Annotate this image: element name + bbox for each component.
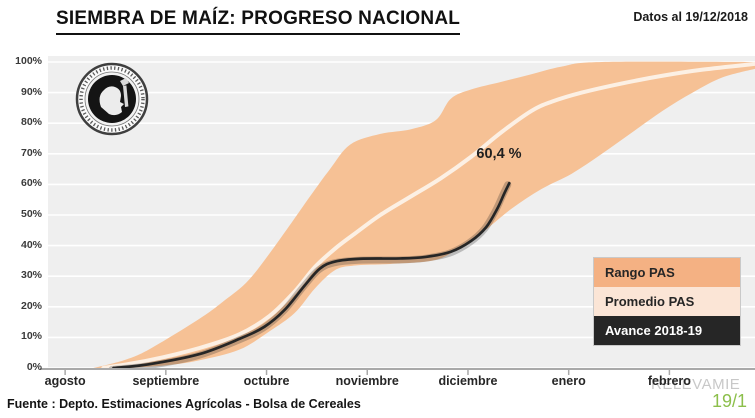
y-tick-label: 10% — [20, 330, 42, 343]
legend-item-promedio-pas: Promedio PAS — [594, 287, 740, 316]
y-tick-label: 70% — [20, 146, 42, 159]
chart-legend: Rango PAS Promedio PAS Avance 2018-19 — [593, 257, 741, 346]
watermark-date: 19/1 — [712, 391, 748, 411]
bolsa-de-cereales-seal-icon — [75, 62, 149, 136]
watermark-text: RELEVAMIE — [651, 376, 741, 393]
x-tick-label-noviembre: noviembre — [335, 374, 399, 388]
legend-item-rango-pas: Rango PAS — [594, 258, 740, 287]
avance-value-callout: 60,4 % — [476, 146, 522, 162]
x-tick-label-agosto: agosto — [44, 374, 86, 388]
source-note: Fuente : Depto. Estimaciones Agrícolas -… — [7, 397, 361, 411]
y-axis-labels: 0% 10% 20% 30% 40% 50% 60% 70% 80% 90% 100% — [0, 0, 44, 418]
y-tick-label: 20% — [20, 299, 42, 312]
y-tick-label: 90% — [20, 85, 42, 98]
legend-item-avance-2018-19: Avance 2018-19 — [594, 316, 740, 345]
x-tick-label-septiembre: septiembre — [132, 374, 200, 388]
y-tick-label: 30% — [20, 269, 42, 282]
y-tick-label: 60% — [20, 177, 42, 190]
x-tick-label-octubre: octubre — [243, 374, 290, 388]
y-tick-label: 40% — [20, 238, 42, 251]
y-tick-label: 80% — [20, 116, 42, 129]
x-tick-label-enero: enero — [551, 374, 586, 388]
y-tick-label: 100% — [15, 55, 42, 67]
data-as-of-label: Datos al 19/12/2018 — [633, 10, 748, 24]
y-tick-label: 0% — [26, 361, 42, 373]
x-tick-label-diciembre: diciembre — [438, 374, 498, 388]
page-title: SIEMBRA DE MAÍZ: PROGRESO NACIONAL — [56, 8, 461, 35]
x-tick-label-febrero: febrero — [647, 374, 691, 388]
y-tick-label: 50% — [20, 208, 42, 220]
